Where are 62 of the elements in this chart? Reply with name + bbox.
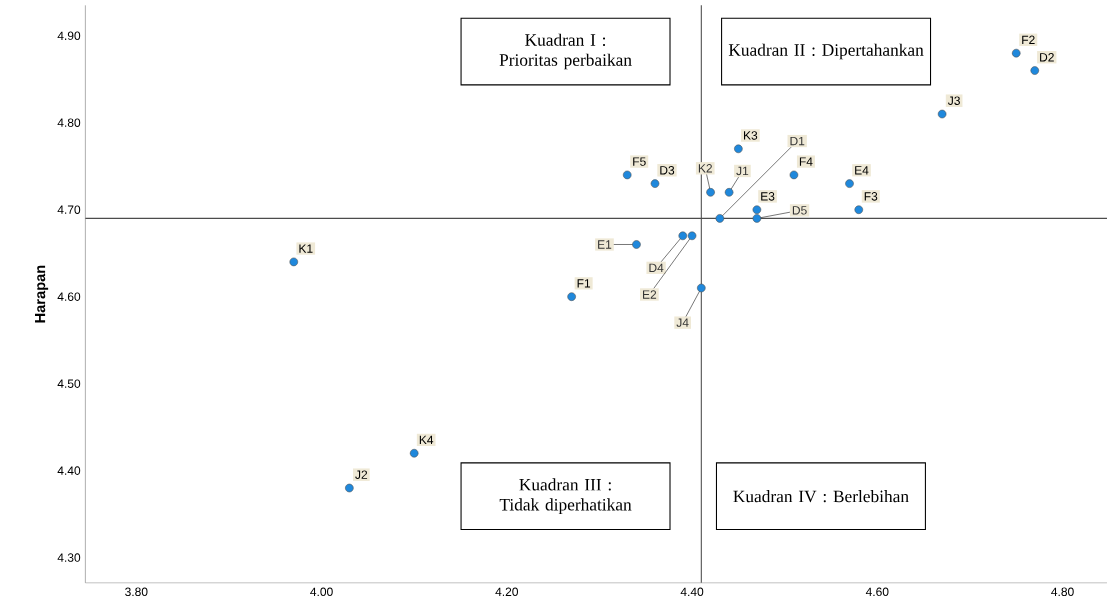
y-tick-label: 4.50 bbox=[57, 379, 81, 389]
annotation: J2 bbox=[355, 470, 368, 480]
point bbox=[687, 231, 697, 241]
point bbox=[289, 257, 299, 267]
annotation: K4 bbox=[419, 436, 434, 445]
point bbox=[622, 170, 632, 180]
annotation: F5 bbox=[633, 157, 646, 167]
point bbox=[632, 240, 641, 250]
annotation: Kuadran III : Tidak diperhatikan bbox=[499, 478, 632, 515]
annotation: F2 bbox=[1022, 35, 1035, 45]
annotation: D4 bbox=[649, 263, 664, 273]
x-tick-label: 4.40 bbox=[680, 587, 704, 597]
y-axis-title: Harapan bbox=[35, 265, 49, 323]
annotation: Kuadran IV : Berlebihan bbox=[733, 490, 909, 503]
annotation: F3 bbox=[864, 192, 878, 201]
point bbox=[937, 110, 947, 119]
y-tick-label: 4.30 bbox=[57, 553, 81, 563]
point bbox=[409, 449, 419, 458]
annotation: E3 bbox=[761, 192, 775, 201]
point bbox=[789, 170, 799, 180]
point bbox=[734, 144, 743, 154]
annotation: F4 bbox=[799, 157, 813, 166]
point bbox=[678, 231, 688, 241]
point bbox=[752, 205, 762, 215]
point bbox=[854, 205, 864, 215]
point bbox=[567, 292, 576, 302]
point bbox=[715, 214, 725, 223]
annotation: Kuadran II : Dipertahankan bbox=[728, 43, 924, 60]
y-tick-label: 4.90 bbox=[57, 31, 81, 41]
annotation: D5 bbox=[792, 206, 807, 215]
y-tick-label: 4.80 bbox=[57, 118, 81, 128]
annotation: Kuadran I : Prioritas perbaikan bbox=[499, 33, 632, 70]
x-tick-label: 4.20 bbox=[495, 587, 519, 597]
point bbox=[724, 188, 734, 197]
annotation: E4 bbox=[855, 166, 869, 175]
annotation: F1 bbox=[577, 279, 591, 288]
point bbox=[1030, 66, 1040, 76]
annotation: K3 bbox=[744, 131, 758, 140]
y-tick-label: 4.70 bbox=[57, 205, 81, 215]
y-tick-label: 4.60 bbox=[57, 292, 81, 302]
annotation: J3 bbox=[947, 96, 960, 106]
point bbox=[345, 484, 354, 493]
point bbox=[1011, 49, 1021, 58]
point bbox=[706, 188, 715, 197]
annotation: J1 bbox=[736, 167, 749, 176]
annotation: D2 bbox=[1040, 53, 1054, 62]
point bbox=[752, 214, 762, 223]
annotation: D3 bbox=[660, 166, 675, 175]
annotation: K2 bbox=[698, 164, 712, 173]
x-tick-label: 4.00 bbox=[310, 587, 333, 597]
annotation: E2 bbox=[643, 290, 657, 299]
annotation: D1 bbox=[790, 137, 805, 146]
y-tick-label: 4.40 bbox=[57, 466, 81, 476]
x-tick-label: 4.80 bbox=[1051, 587, 1074, 597]
point bbox=[697, 283, 706, 293]
x-tick-label: 3.80 bbox=[125, 587, 148, 597]
point bbox=[845, 179, 854, 189]
point bbox=[650, 179, 660, 189]
annotation: K1 bbox=[299, 244, 313, 253]
annotation: J4 bbox=[676, 318, 689, 328]
annotation: E1 bbox=[598, 240, 612, 249]
x-tick-label: 4.60 bbox=[865, 587, 889, 597]
